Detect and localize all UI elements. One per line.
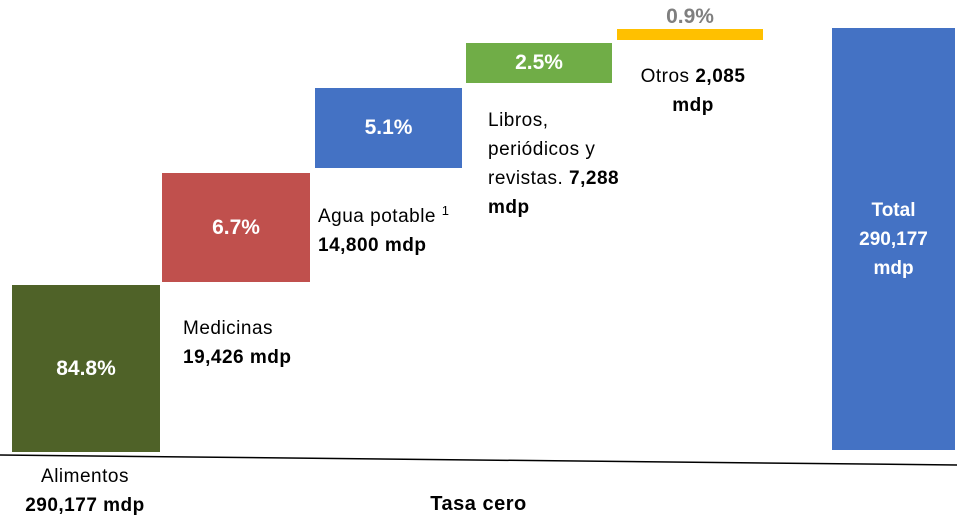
value-label: 0.9% [666,5,714,28]
category-label: Libros, periódicos y revistas. 7,288 mdp [488,106,623,222]
category-label: Agua potable 1 14,800 mdp [318,196,488,260]
bar: 2.5% [466,43,612,83]
bar: 84.8% [12,285,160,452]
amount-label: 19,426 mdp [183,347,292,368]
category-label: Medicinas 19,426 mdp [183,314,343,372]
amount-label: 290,177 mdp [25,495,145,516]
value-label: 5.1% [364,116,413,139]
x-axis-label: Tasa cero [430,493,527,515]
total-label: Total [871,199,916,221]
category-name: Medicinas [183,318,274,339]
amount-label: 14,800 mdp [318,235,427,256]
value-label: 6.7% [212,215,260,239]
footnote: 1 [441,203,450,218]
bar: 6.7% [162,173,310,282]
bar [617,29,763,40]
value-label: 2.5% [515,51,563,74]
category-name: Libros, periódicos y revistas. [488,110,596,189]
category-name: Alimentos [41,466,129,487]
total-amount: 290,177 mdp [859,228,928,279]
bar: 5.1% [315,88,462,168]
amount-label: 2,085 mdp [672,66,746,116]
value-label: 84.8% [56,356,116,380]
category-name: Otros [640,66,690,87]
category-name: Agua potable [318,206,436,227]
category-label: Otros 2,085 mdp [618,62,768,120]
total-bar: Total 290,177 mdp [832,28,955,450]
amount-label: 7,288 mdp [488,168,620,218]
axis-line [0,454,957,466]
category-label: Alimentos 290,177 mdp [0,462,170,520]
